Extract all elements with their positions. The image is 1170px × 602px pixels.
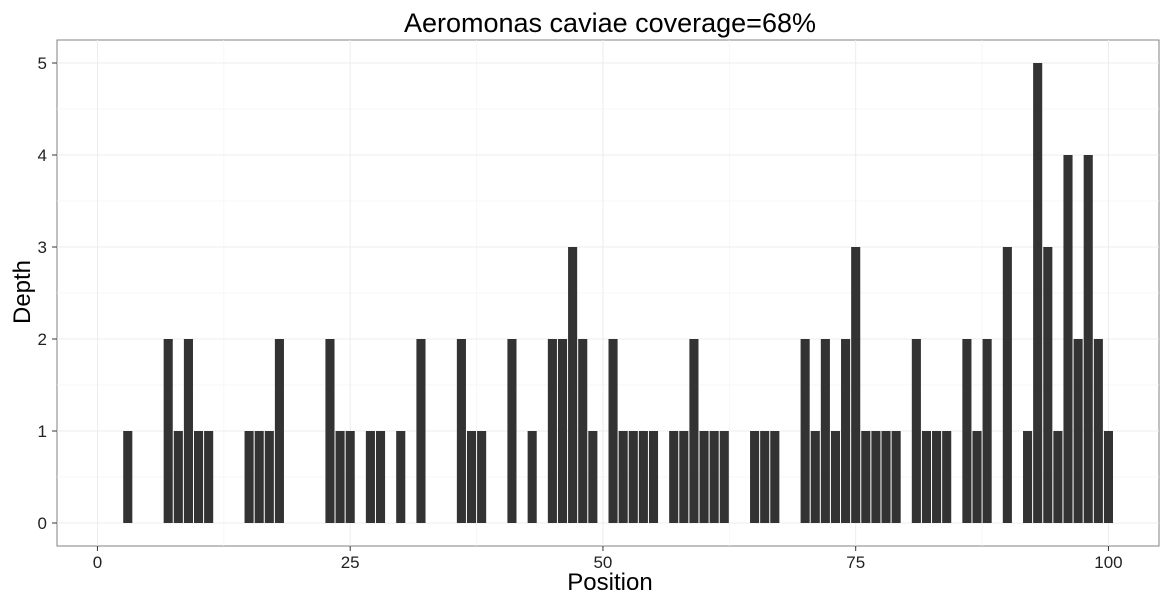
bar <box>396 431 406 523</box>
bar <box>578 339 588 523</box>
y-tick-label: 0 <box>38 514 47 533</box>
bar <box>204 431 214 523</box>
bar <box>851 247 861 523</box>
bar <box>163 339 173 523</box>
y-tick-label: 2 <box>38 330 47 349</box>
bar <box>962 339 972 523</box>
bar <box>830 431 841 523</box>
y-tick-label: 1 <box>38 422 47 441</box>
bar <box>628 431 638 523</box>
x-tick-label: 100 <box>1094 553 1122 572</box>
bar <box>375 431 386 523</box>
bar <box>568 247 578 523</box>
bar <box>871 431 881 523</box>
bar <box>921 431 932 523</box>
x-tick-label: 75 <box>846 553 865 572</box>
bar <box>325 339 335 523</box>
bar <box>183 339 193 523</box>
x-axis-title: Position <box>567 569 652 596</box>
bar <box>1093 339 1103 523</box>
bar <box>689 339 699 523</box>
bar <box>679 431 689 523</box>
y-axis: 0 1 2 3 4 5 <box>38 54 57 533</box>
bar <box>669 431 679 523</box>
bar <box>719 431 729 523</box>
bar <box>1043 247 1053 523</box>
bar <box>911 339 921 523</box>
bar <box>1083 155 1093 523</box>
y-tick-label: 4 <box>38 146 47 165</box>
y-tick-label: 3 <box>38 238 47 257</box>
bar <box>335 431 345 523</box>
bar <box>254 431 264 523</box>
bar <box>841 339 851 523</box>
bar <box>1002 247 1012 523</box>
bar <box>507 339 517 523</box>
bar <box>699 431 709 523</box>
bar <box>547 339 557 523</box>
bar <box>638 431 648 523</box>
bar <box>244 431 254 523</box>
bar <box>173 431 183 523</box>
bars <box>123 63 1113 523</box>
bar <box>193 431 204 523</box>
bar <box>1103 431 1113 523</box>
bar <box>477 431 487 523</box>
bar <box>1023 431 1033 523</box>
x-axis: 0 25 50 75 100 <box>93 546 1123 572</box>
bar <box>557 339 568 523</box>
bar <box>861 431 871 523</box>
bar <box>274 339 284 523</box>
bar <box>527 431 537 523</box>
bar <box>770 431 780 523</box>
bar <box>750 431 760 523</box>
bar <box>456 339 466 523</box>
bar <box>982 339 992 523</box>
x-tick-label: 0 <box>93 553 102 572</box>
chart-title: Aeromonas caviae coverage=68% <box>404 8 816 38</box>
bar <box>648 431 659 523</box>
bar <box>416 339 426 523</box>
bar <box>123 431 133 523</box>
bar <box>466 431 477 523</box>
y-axis-title: Depth <box>9 260 36 324</box>
bar <box>942 431 952 523</box>
bar <box>1073 339 1083 523</box>
bar <box>709 431 719 523</box>
bar <box>264 431 274 523</box>
bar <box>820 339 830 523</box>
bar <box>345 431 355 523</box>
bar <box>891 431 901 523</box>
bar <box>365 431 375 523</box>
bar <box>972 431 982 523</box>
bar <box>1063 155 1073 523</box>
x-tick-label: 50 <box>593 553 612 572</box>
bar <box>1033 63 1043 523</box>
y-tick-label: 5 <box>38 54 47 73</box>
bar <box>881 431 891 523</box>
bar <box>618 431 628 523</box>
bar <box>800 339 810 523</box>
bar <box>810 431 820 523</box>
bar <box>760 431 770 523</box>
bar <box>932 431 942 523</box>
bar <box>608 339 618 523</box>
x-tick-label: 25 <box>341 553 360 572</box>
bar <box>1053 431 1063 523</box>
bar <box>588 431 598 523</box>
